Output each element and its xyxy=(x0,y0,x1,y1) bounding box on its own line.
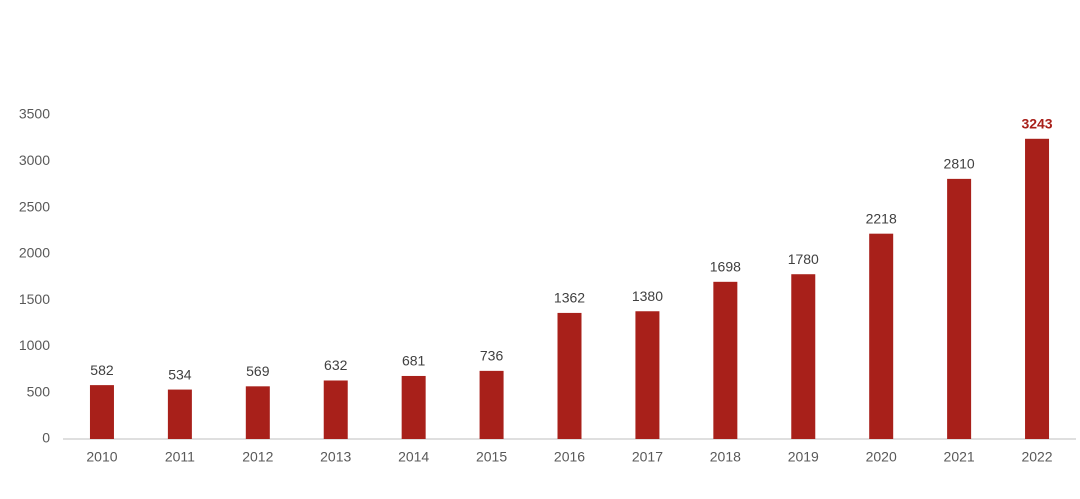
x-tick-label: 2022 xyxy=(1021,449,1052,465)
bar xyxy=(479,370,504,439)
y-tick-label: 1500 xyxy=(19,291,50,307)
x-tick-label: 2011 xyxy=(165,449,195,465)
bar xyxy=(713,281,738,439)
y-tick-label: 500 xyxy=(27,383,51,399)
value-label: 569 xyxy=(246,363,270,379)
bar xyxy=(635,311,660,439)
y-tick-label: 0 xyxy=(42,430,50,446)
x-tick-label: 2017 xyxy=(632,449,663,465)
bar xyxy=(245,386,270,439)
y-tick-label: 3000 xyxy=(19,152,50,168)
x-tick-label: 2018 xyxy=(710,449,741,465)
bar xyxy=(557,312,582,439)
bar xyxy=(947,178,972,440)
x-tick-label: 2010 xyxy=(86,449,117,465)
bar xyxy=(1025,138,1050,439)
value-label: 2218 xyxy=(866,210,897,226)
x-tick-label: 2020 xyxy=(866,449,897,465)
value-label: 1380 xyxy=(632,288,663,304)
x-tick-label: 2012 xyxy=(242,449,273,465)
x-tick-label: 2016 xyxy=(554,449,585,465)
x-tick-label: 2021 xyxy=(944,449,975,465)
value-label: 736 xyxy=(480,348,504,364)
x-tick-label: 2014 xyxy=(398,449,429,465)
y-tick-label: 1000 xyxy=(19,337,50,353)
value-label: 1362 xyxy=(554,290,585,306)
bar xyxy=(791,274,816,439)
y-tick-label: 2500 xyxy=(19,198,50,214)
bar xyxy=(401,375,426,439)
x-tick-label: 2019 xyxy=(788,449,819,465)
value-label: 2810 xyxy=(944,156,975,172)
value-label: 1698 xyxy=(710,259,741,275)
value-label: 534 xyxy=(168,366,192,382)
bar xyxy=(869,233,894,439)
value-label: 681 xyxy=(402,353,426,369)
x-tick-label: 2013 xyxy=(320,449,351,465)
value-label: 1780 xyxy=(788,251,819,267)
bar xyxy=(89,385,114,439)
value-label: 632 xyxy=(324,357,348,373)
bar xyxy=(323,380,348,439)
bar xyxy=(167,389,192,439)
value-label: 582 xyxy=(90,362,114,378)
y-tick-label: 3500 xyxy=(19,106,50,122)
value-label: 3243 xyxy=(1021,115,1052,131)
x-tick-label: 2015 xyxy=(476,449,507,465)
y-tick-label: 2000 xyxy=(19,245,50,261)
